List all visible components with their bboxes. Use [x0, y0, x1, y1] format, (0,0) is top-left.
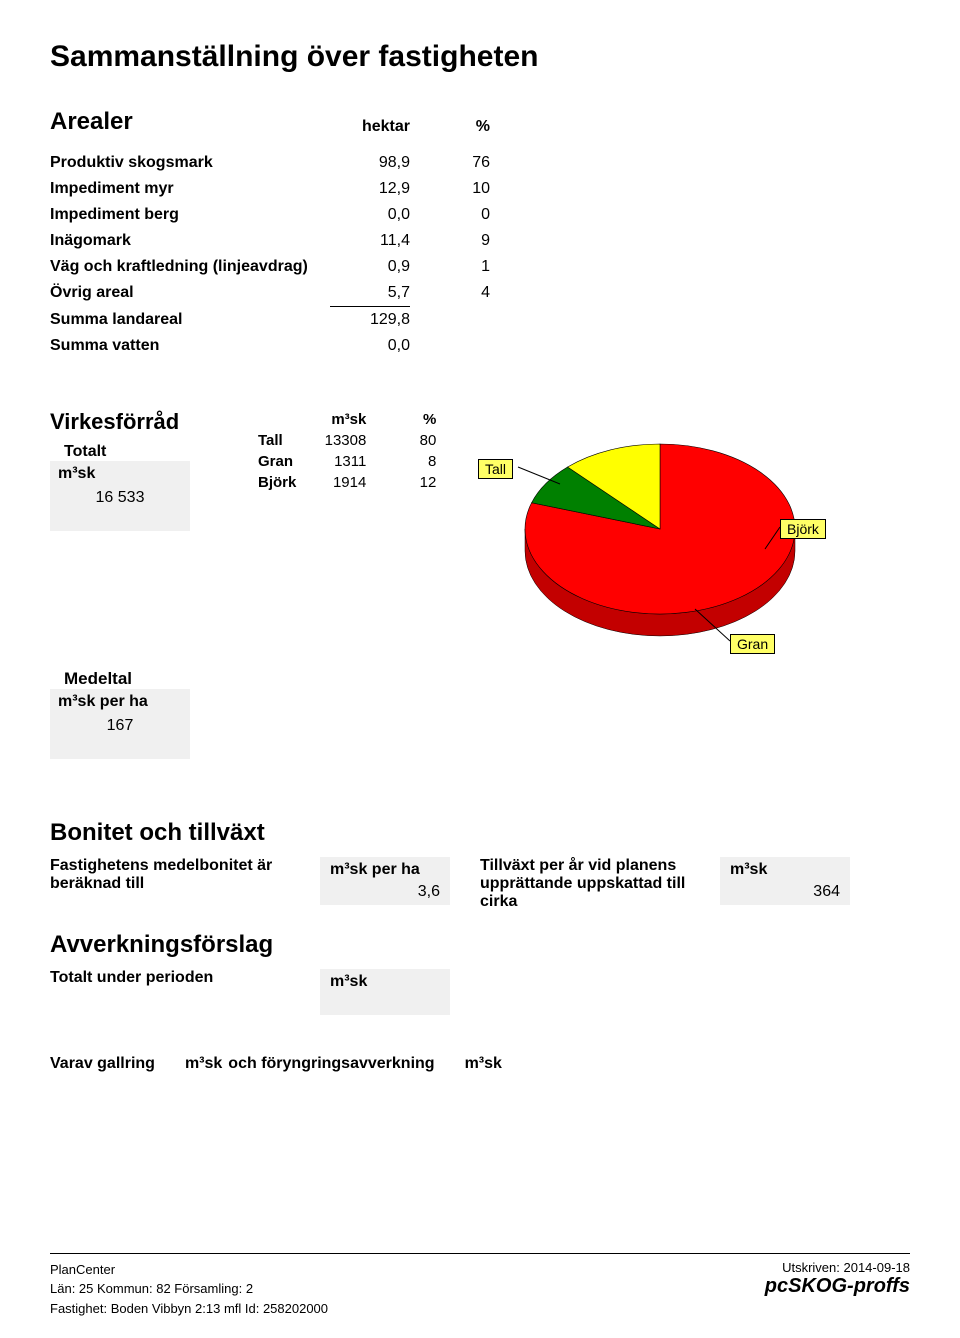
arealer-row-pct: 76 [410, 150, 490, 176]
totalt-label: Totalt [50, 443, 250, 461]
m3sk-label: m³sk [58, 465, 182, 483]
species-pct: 80 [374, 430, 444, 451]
arealer-row: Produktiv skogsmark 98,9 76 [50, 150, 490, 176]
arealer-row-pct: 10 [410, 176, 490, 202]
species-row: Gran 1311 8 [250, 451, 444, 472]
gallring-m3sk-label2: m³sk [465, 1055, 502, 1073]
arealer-row-pct: 1 [410, 254, 490, 280]
arealer-row-label: Produktiv skogsmark [50, 150, 330, 176]
bonitet-m3sk-ha-val: 3,6 [330, 879, 440, 901]
medeltal-val: 167 [58, 711, 182, 735]
footer-plancenter: PlanCenter [50, 1260, 328, 1280]
arealer-row-val: 12,9 [330, 176, 410, 202]
pie-label-gran: Gran [730, 634, 775, 654]
arealer-row-pct: 4 [410, 280, 490, 307]
arealer-row-label: Impediment myr [50, 176, 330, 202]
species-row: Tall 13308 80 [250, 430, 444, 451]
summa-land-val: 129,8 [330, 307, 410, 334]
arealer-row: Väg och kraftledning (linjeavdrag) 0,9 1 [50, 254, 490, 280]
arealer-row: Inägomark 11,4 9 [50, 228, 490, 254]
virkes-heading: Virkesförråd [50, 409, 250, 435]
footer-utskriven: Utskriven: 2014-09-18 [765, 1260, 910, 1275]
pie-label-björk: Björk [780, 519, 826, 539]
medeltal-section: Medeltal m³sk per ha 167 [50, 669, 910, 759]
arealer-row-val: 5,7 [330, 280, 410, 307]
arealer-row-label: Övrig areal [50, 280, 330, 307]
arealer-row-val: 0,9 [330, 254, 410, 280]
gallring-m3sk-label: m³sk [185, 1055, 222, 1073]
arealer-row: Impediment berg 0,0 0 [50, 202, 490, 228]
avverk-m3sk-label: m³sk [330, 973, 440, 991]
totalt-val: 16 533 [58, 483, 182, 507]
arealer-row-val: 98,9 [330, 150, 410, 176]
arealer-row-val: 0,0 [330, 202, 410, 228]
avverk-section: Avverkningsförslag Totalt under perioden… [50, 931, 910, 1015]
page-footer: PlanCenter Län: 25 Kommun: 82 Församling… [50, 1253, 910, 1319]
gallring-varav-label: Varav gallring [50, 1055, 155, 1073]
species-col-m3sk: m³sk [304, 409, 374, 430]
species-table: m³sk % Tall 13308 80Gran 1311 8Björk 191… [250, 409, 444, 493]
bonitet-medel-label: Fastighetens medelbonitet är beräknad ti… [50, 857, 290, 893]
arealer-row: Impediment myr 12,9 10 [50, 176, 490, 202]
col-percent: % [410, 104, 490, 150]
footer-logo: pcSKOG-proffs [765, 1275, 910, 1298]
bonitet-heading: Bonitet och tillväxt [50, 819, 910, 847]
species-m3sk: 1914 [304, 472, 374, 493]
species-m3sk: 1311 [304, 451, 374, 472]
species-pct: 8 [374, 451, 444, 472]
arealer-row-label: Impediment berg [50, 202, 330, 228]
arealer-row-pct: 9 [410, 228, 490, 254]
pie-label-tall: Tall [478, 459, 513, 479]
bonitet-m3sk-label: m³sk [730, 861, 840, 879]
arealer-row-val: 11,4 [330, 228, 410, 254]
summa-vatten-label: Summa vatten [50, 333, 330, 359]
bonitet-tillvaxt-label: Tillväxt per år vid planens upprättande … [480, 857, 690, 911]
pie-chart: TallGranBjörk [470, 409, 800, 639]
species-row: Björk 1914 12 [250, 472, 444, 493]
arealer-row-label: Väg och kraftledning (linjeavdrag) [50, 254, 330, 280]
bonitet-m3sk-val: 364 [730, 879, 840, 901]
bonitet-m3sk-ha-label: m³sk per ha [330, 861, 440, 879]
avverk-heading: Avverkningsförslag [50, 931, 910, 959]
species-name: Gran [250, 451, 304, 472]
species-name: Tall [250, 430, 304, 451]
summa-land-label: Summa landareal [50, 307, 330, 334]
footer-lan-row: Län: 25 Kommun: 82 Församling: 2 [50, 1279, 328, 1299]
page-title: Sammanställning över fastigheten [50, 40, 910, 74]
footer-fastighet-row: Fastighet: Boden Vibbyn 2:13 mfl Id: 258… [50, 1299, 328, 1319]
virkes-section: Virkesförråd Totalt m³sk 16 533 m³sk % T… [50, 409, 910, 639]
species-pct: 12 [374, 472, 444, 493]
medeltal-label: m³sk per ha [58, 693, 182, 711]
col-hektar: hektar [330, 104, 410, 150]
arealer-table: Arealer hektar % Produktiv skogsmark 98,… [50, 104, 490, 359]
avverk-totalt-label: Totalt under perioden [50, 969, 290, 987]
species-name: Björk [250, 472, 304, 493]
arealer-heading: Arealer [50, 108, 330, 136]
summa-vatten-val: 0,0 [330, 333, 410, 359]
arealer-row: Övrig areal 5,7 4 [50, 280, 490, 307]
species-m3sk: 13308 [304, 430, 374, 451]
bonitet-section: Bonitet och tillväxt Fastighetens medelb… [50, 819, 910, 911]
gallring-foryngring-label: och föryngringsavverkning [228, 1055, 434, 1073]
arealer-section: Arealer hektar % Produktiv skogsmark 98,… [50, 104, 910, 359]
gallring-row: Varav gallring m³sk och föryngringsavver… [50, 1055, 910, 1073]
arealer-row-pct: 0 [410, 202, 490, 228]
species-col-pct: % [374, 409, 444, 430]
arealer-row-label: Inägomark [50, 228, 330, 254]
